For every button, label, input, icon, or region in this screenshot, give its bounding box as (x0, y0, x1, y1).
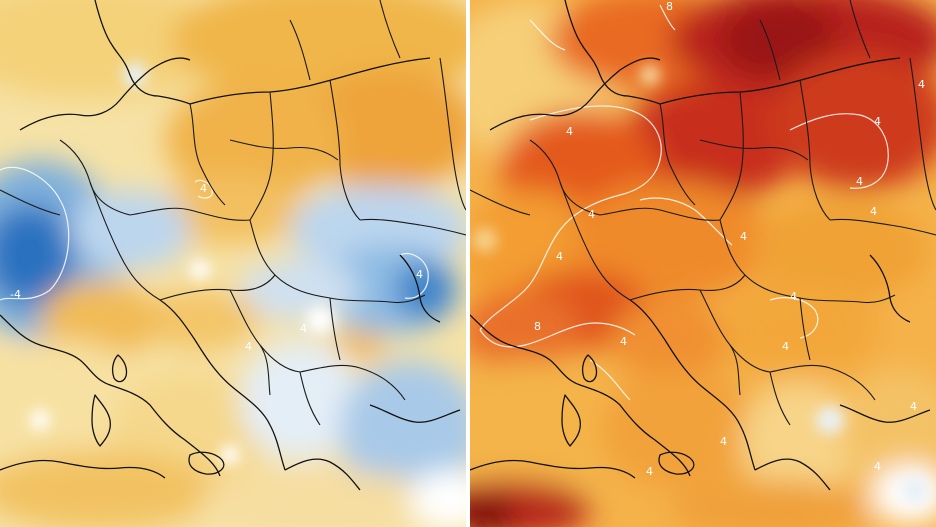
left-contour-label: 4 (245, 340, 252, 353)
right-borders (470, 0, 936, 426)
left-map-svg: 4 4 4 4 -4 (0, 0, 466, 527)
right-contour-label: 4 (588, 208, 595, 221)
left-borders (0, 0, 466, 426)
right-contour-label: 4 (620, 335, 627, 348)
right-isolines (479, 4, 889, 401)
right-contour-label: 4 (870, 205, 877, 218)
right-contour-labels: 8 4 4 4 4 4 4 4 4 8 4 4 4 4 4 4 4 (534, 0, 925, 478)
right-contour-label: 4 (720, 435, 727, 448)
right-contour-label: 4 (790, 290, 797, 303)
right-contour-label: 4 (874, 115, 881, 128)
right-coastlines (470, 0, 931, 491)
right-contour-label: 8 (666, 0, 673, 13)
left-contour-label: 4 (300, 322, 307, 335)
right-contour-label: 4 (918, 78, 925, 91)
left-contour-label: -4 (10, 288, 21, 301)
right-contour-label: 4 (740, 230, 747, 243)
right-contour-label: 4 (556, 250, 563, 263)
left-coastlines (0, 0, 461, 491)
right-contour-label: 4 (782, 340, 789, 353)
left-contour-labels: 4 4 4 4 -4 (10, 182, 423, 353)
left-contour-label: 4 (416, 268, 423, 281)
right-contour-label: 4 (646, 465, 653, 478)
right-contour-label: 4 (856, 175, 863, 188)
right-contour-label: 4 (874, 460, 881, 473)
right-anomaly-map: 8 4 4 4 4 4 4 4 4 8 4 4 4 4 4 4 4 (470, 0, 936, 527)
right-map-svg: 8 4 4 4 4 4 4 4 4 8 4 4 4 4 4 4 4 (470, 0, 936, 527)
right-anomaly-field (470, 0, 936, 527)
panel-divider (466, 0, 470, 527)
right-anomaly-detail (473, 65, 929, 504)
right-contour-label: 8 (534, 320, 541, 333)
left-isolines (0, 166, 429, 301)
left-anomaly-map: 4 4 4 4 -4 (0, 0, 466, 527)
left-contour-label: 4 (200, 182, 207, 195)
left-anomaly-field (0, 0, 466, 527)
right-contour-label: 4 (910, 400, 917, 413)
left-anomaly-detail (30, 63, 334, 465)
right-contour-label: 4 (566, 125, 573, 138)
